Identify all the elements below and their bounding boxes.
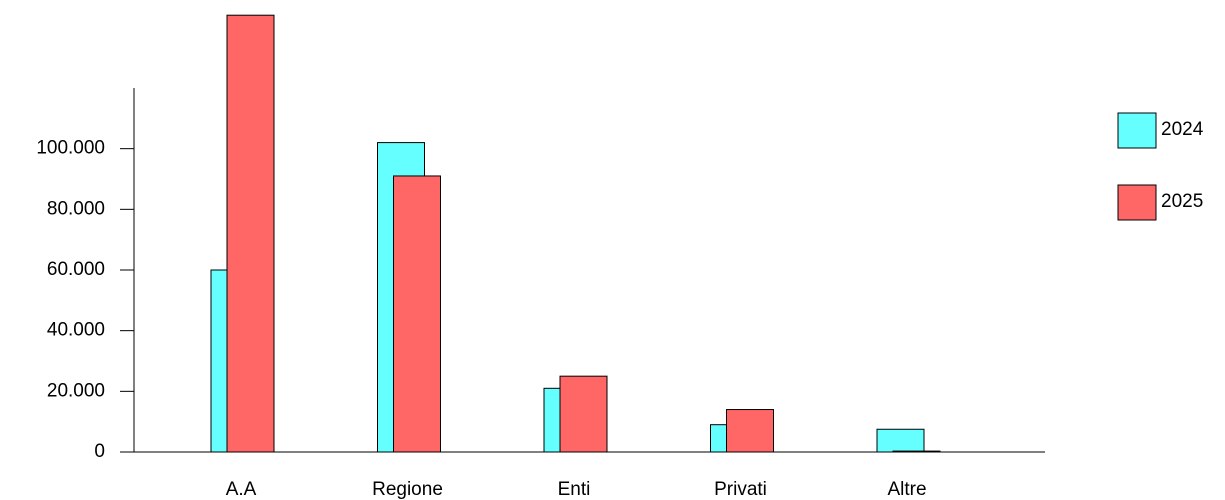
bar	[892, 450, 941, 453]
x-tick-label: Altre	[887, 479, 926, 500]
y-tick-label: 20.000	[47, 380, 105, 401]
x-tick-label: A.A	[226, 479, 257, 500]
legend-swatch	[1117, 184, 1157, 221]
bar	[226, 14, 275, 453]
bar	[393, 175, 441, 453]
y-tick-label: 40.000	[47, 320, 105, 341]
x-tick-label: Enti	[558, 479, 591, 500]
x-tick-label: Regione	[372, 479, 443, 500]
y-tick-label: 60.000	[47, 259, 105, 280]
legend-label: 2024	[1161, 119, 1204, 140]
legend-swatch	[1117, 112, 1157, 149]
x-tick-label: Privati	[714, 479, 767, 500]
bar	[876, 428, 925, 453]
y-tick-label: 0	[94, 441, 105, 462]
y-tick-label: 100.000	[36, 138, 105, 159]
bar	[559, 375, 608, 453]
legend-label: 2025	[1161, 191, 1203, 212]
bar	[726, 409, 774, 453]
y-tick-label: 80.000	[47, 198, 105, 219]
